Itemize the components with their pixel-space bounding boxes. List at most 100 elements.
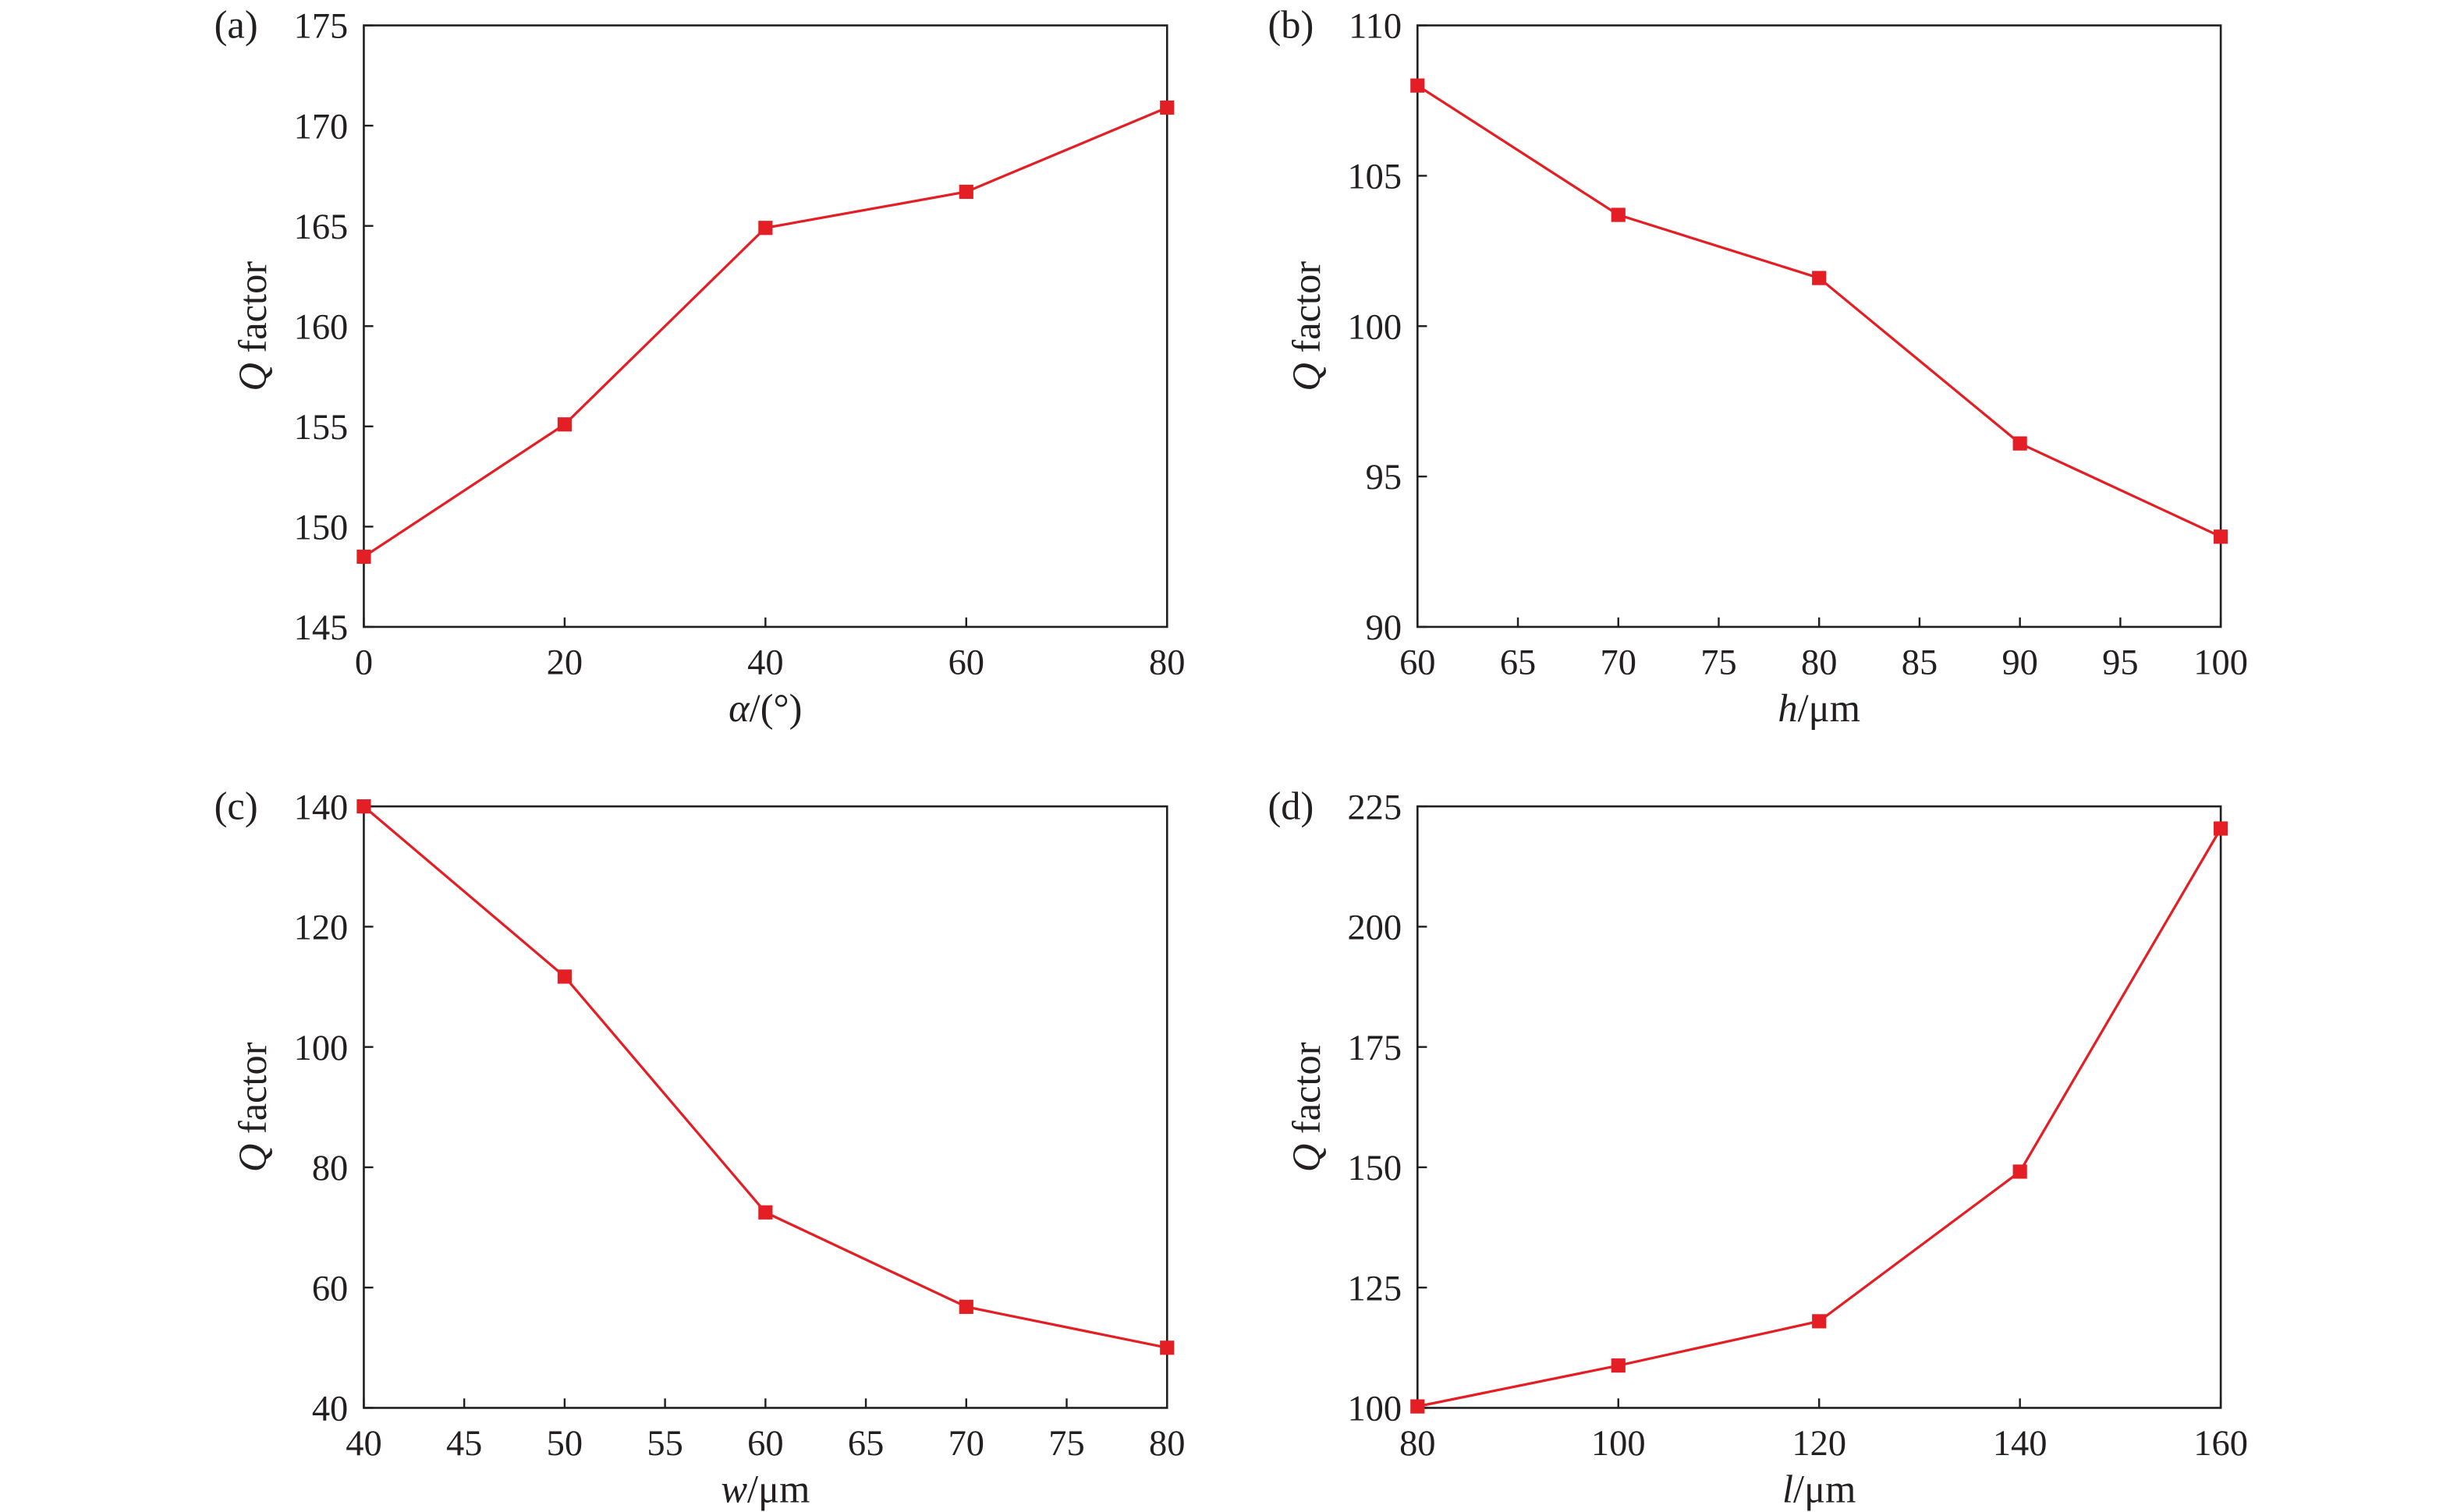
y-tick-label: 95 <box>1366 458 1402 498</box>
series-line <box>363 805 1168 1349</box>
y-axis-label: Q factor <box>1285 261 1328 391</box>
panel-label: (b) <box>1268 3 1314 47</box>
data-point-marker <box>557 969 572 984</box>
y-axis-label-rest: factor <box>231 1042 275 1143</box>
x-tick-label: 75 <box>1700 643 1736 682</box>
y-tick-label: 150 <box>1347 1149 1402 1188</box>
x-tick-label: 75 <box>1048 1424 1084 1464</box>
data-point-marker <box>758 221 773 235</box>
panel-c: 40 45 50 55 60 65 70 75 80 40 60 80 100 120 140 (c) w/μm… <box>214 784 1186 1510</box>
y-tick-label: 100 <box>1347 1390 1402 1429</box>
x-axis-label: h/μm <box>1778 686 1860 730</box>
data-point-marker <box>1812 271 1827 285</box>
y-tick-label: 125 <box>1347 1269 1402 1308</box>
plot-frame <box>363 805 1168 1409</box>
series-line <box>1416 84 2221 538</box>
y-tick-label: 175 <box>1347 1029 1402 1068</box>
data-point-marker <box>1410 1399 1425 1414</box>
x-axis-label: α/(°) <box>729 686 802 730</box>
panel-label: (d) <box>1268 784 1314 827</box>
x-tick-label: 65 <box>1500 643 1536 682</box>
x-tick-label: 50 <box>547 1424 583 1464</box>
x-tick-label: 160 <box>2193 1424 2248 1464</box>
series-line <box>363 106 1168 558</box>
data-point-marker <box>356 549 371 565</box>
x-tick-label: 90 <box>2001 643 2037 682</box>
x-axis-label-unit: /μm <box>1793 1468 1856 1511</box>
x-tick-label: 85 <box>1902 643 1938 682</box>
y-axis-label-rest: factor <box>1285 1042 1328 1143</box>
panel-a: 0 20 40 60 80 145 150 155 160 165 170 175 (a) α/(°) Q … <box>214 3 1186 730</box>
y-axis-label-rest: factor <box>1285 261 1328 363</box>
plot-frame <box>363 24 1168 629</box>
x-axis-label-variable: α <box>729 686 750 730</box>
x-tick-label: 100 <box>2193 643 2248 682</box>
data-point-marker <box>557 417 572 432</box>
x-axis-label: l/μm <box>1782 1468 1856 1511</box>
panel-label: (a) <box>214 3 258 47</box>
y-axis-label-variable: Q <box>1285 1144 1328 1172</box>
x-tick-label: 40 <box>747 643 783 682</box>
y-tick-label: 200 <box>1347 908 1402 948</box>
y-tick-label: 155 <box>294 408 349 448</box>
y-tick-label: 160 <box>294 307 349 347</box>
panel-d: 80 100 120 140 160100125150175200225(d)l/μmQ… <box>1268 784 2247 1510</box>
y-axis-label-variable: Q <box>1285 363 1328 391</box>
data-point-marker <box>959 1299 973 1314</box>
x-tick-label: 80 <box>1801 643 1837 682</box>
y-tick-label: 165 <box>294 207 349 247</box>
x-axis-label-unit: /μm <box>747 1468 810 1511</box>
data-point-marker <box>356 799 371 814</box>
x-tick-label: 70 <box>1601 643 1636 682</box>
x-axis-label: w/μm <box>721 1468 810 1511</box>
y-tick-label: 100 <box>1347 307 1402 347</box>
data-point-marker <box>2012 436 2027 451</box>
y-axis-label-rest: factor <box>231 261 275 363</box>
y-axis-label: Q factor <box>231 261 275 391</box>
y-tick-label: 110 <box>1349 7 1402 47</box>
data-point-marker <box>1611 207 1626 222</box>
y-axis-label: Q factor <box>1285 1042 1328 1172</box>
x-tick-label: 65 <box>848 1424 884 1464</box>
x-tick-label: 80 <box>1149 643 1185 682</box>
data-point-marker <box>1160 100 1175 115</box>
x-tick-label: 60 <box>747 1424 783 1464</box>
x-tick-label: 140 <box>1993 1424 2048 1464</box>
data-point-marker <box>1812 1314 1827 1329</box>
x-tick-label: 20 <box>547 643 583 682</box>
data-point-marker <box>1410 78 1425 93</box>
x-tick-label: 120 <box>1792 1424 1846 1464</box>
data-point-marker <box>2214 529 2228 544</box>
x-axis-label-unit: /(°) <box>750 686 803 730</box>
y-tick-label: 105 <box>1347 158 1402 197</box>
x-tick-label: 70 <box>948 1424 984 1464</box>
y-tick-label: 120 <box>294 908 349 948</box>
y-tick-label: 60 <box>312 1269 348 1308</box>
x-tick-label: 45 <box>446 1424 482 1464</box>
x-tick-label: 100 <box>1591 1424 1646 1464</box>
x-tick-label: 0 <box>355 643 373 682</box>
data-point-marker <box>1611 1358 1626 1373</box>
y-axis-label-variable: Q <box>231 1144 275 1172</box>
x-tick-label: 80 <box>1149 1424 1185 1464</box>
x-tick-label: 95 <box>2102 643 2138 682</box>
y-tick-label: 150 <box>294 508 349 548</box>
data-point-marker <box>959 184 973 200</box>
y-tick-label: 145 <box>294 608 349 648</box>
y-axis-label-variable: Q <box>231 363 275 391</box>
y-tick-label: 225 <box>1347 788 1402 827</box>
y-tick-label: 175 <box>294 7 349 47</box>
y-tick-label: 40 <box>312 1390 348 1429</box>
x-axis-label-unit: /μm <box>1798 686 1860 730</box>
y-tick-label: 170 <box>294 107 349 147</box>
y-tick-label: 100 <box>294 1029 349 1068</box>
y-tick-label: 140 <box>294 788 349 827</box>
y-tick-label: 80 <box>312 1149 348 1188</box>
y-tick-label: 90 <box>1366 608 1402 648</box>
data-point-marker <box>2012 1164 2027 1179</box>
data-point-marker <box>1160 1340 1175 1355</box>
plot-frame <box>1416 24 2222 629</box>
x-tick-label: 55 <box>647 1424 682 1464</box>
x-tick-label: 40 <box>346 1424 381 1464</box>
